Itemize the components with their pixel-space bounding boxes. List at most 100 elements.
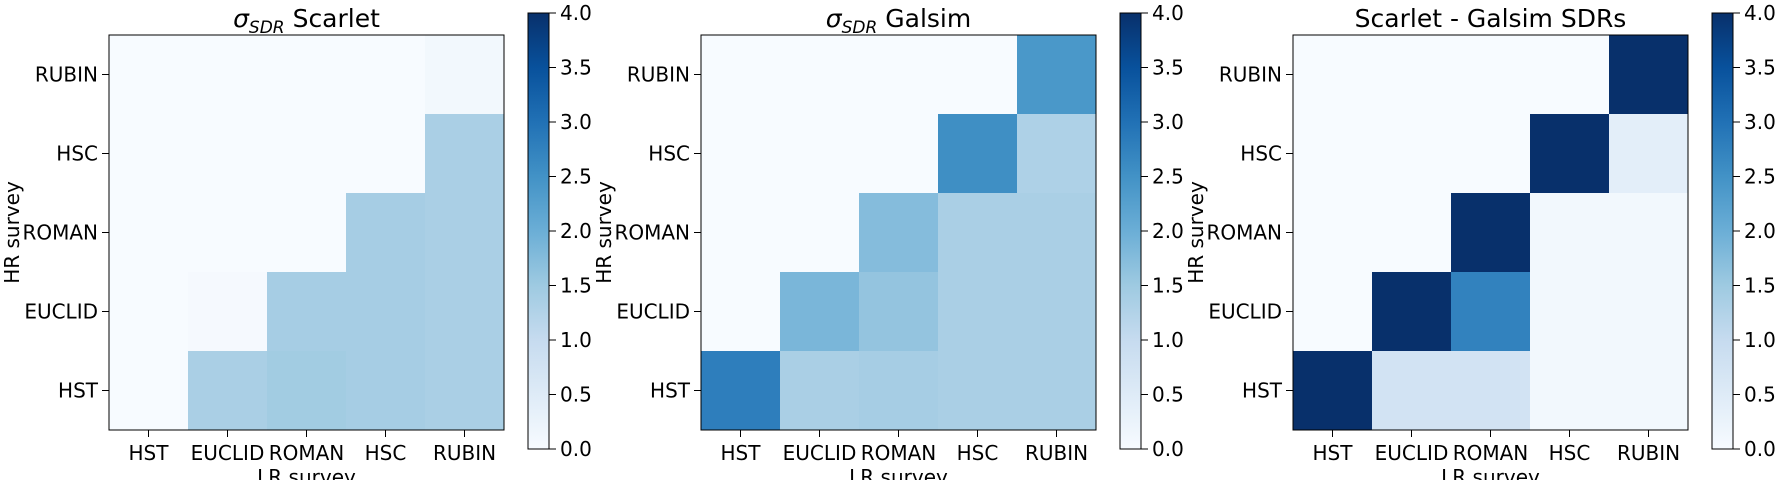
heatmap-cell bbox=[701, 35, 781, 115]
heatmap-cell bbox=[1451, 272, 1531, 352]
colorbar-tick-label: 3.5 bbox=[1152, 56, 1184, 80]
heatmap-cell bbox=[1293, 272, 1373, 352]
x-tick-label: ROMAN bbox=[269, 441, 345, 465]
colorbar-tick-label: 1.5 bbox=[560, 274, 592, 298]
colorbar bbox=[1711, 12, 1734, 450]
heatmap-cell bbox=[425, 272, 505, 352]
heatmap-cell bbox=[425, 35, 505, 115]
colorbar-tick-label: 1.5 bbox=[1744, 274, 1776, 298]
title-rest: Scarlet bbox=[285, 4, 380, 33]
x-axis-label: LR survey bbox=[849, 465, 948, 480]
heatmap-cell bbox=[1372, 35, 1452, 115]
x-tick-label: EUCLID bbox=[783, 441, 857, 465]
heatmap-cell bbox=[1609, 35, 1689, 115]
heatmap-cell bbox=[267, 272, 347, 352]
colorbar-tick-label: 2.0 bbox=[560, 219, 592, 243]
heatmap-cell bbox=[780, 272, 860, 352]
heatmap-cell bbox=[938, 351, 1018, 431]
colorbar-tick-label: 1.5 bbox=[1152, 274, 1184, 298]
heatmap-cell bbox=[109, 114, 189, 194]
colorbar-tick-label: 2.0 bbox=[1744, 219, 1776, 243]
heatmap-cell bbox=[1017, 114, 1097, 194]
heatmap-cell bbox=[701, 351, 781, 431]
colorbar-tick-label: 3.0 bbox=[1152, 110, 1184, 134]
x-tick-label: ROMAN bbox=[1453, 441, 1529, 465]
heatmap-chart-galsim: HST EUCLID ROMAN HSC RUBINRUBINHSCROMANEUCLI… bbox=[592, 1, 1184, 480]
colorbar-tick-label: 0.0 bbox=[1152, 437, 1184, 461]
colorbar-tick-label: 2.5 bbox=[1744, 165, 1776, 189]
x-tick-label: HSC bbox=[957, 441, 999, 465]
heatmap-cell bbox=[188, 272, 268, 352]
heatmap-panel-galsim: HST EUCLID ROMAN HSC RUBIN RUBIN HSC ROMAN EUCLI… bbox=[592, 0, 1184, 480]
title-rest: Galsim bbox=[877, 4, 971, 33]
y-tick-label: RUBIN bbox=[35, 63, 98, 87]
x-tick-label: ROMAN bbox=[861, 441, 937, 465]
heatmap-cell bbox=[859, 193, 939, 273]
x-tick-label: RUBIN bbox=[1025, 441, 1088, 465]
y-tick-label: HST bbox=[1242, 379, 1283, 403]
y-tick-label: RUBIN bbox=[1219, 63, 1282, 87]
heatmap-cell bbox=[346, 272, 426, 352]
heatmap-cell bbox=[109, 193, 189, 273]
heatmap-cell bbox=[780, 35, 860, 115]
colorbar-tick-label: 3.5 bbox=[560, 56, 592, 80]
heatmap-cell bbox=[1530, 272, 1610, 352]
heatmap-cell bbox=[1451, 35, 1531, 115]
heatmap-cell bbox=[1293, 35, 1373, 115]
x-tick-label: HSC bbox=[1549, 441, 1591, 465]
heatmap-cell bbox=[1530, 114, 1610, 194]
x-tick-label: HST bbox=[1313, 441, 1354, 465]
heatmap-cell bbox=[1372, 351, 1452, 431]
colorbar-tick-label: 1.0 bbox=[560, 328, 592, 352]
heatmap-cell bbox=[1372, 193, 1452, 273]
y-tick-label: EUCLID bbox=[24, 300, 98, 324]
heatmap-cell bbox=[1451, 114, 1531, 194]
heatmap-cell bbox=[1017, 193, 1097, 273]
heatmap-cell bbox=[188, 351, 268, 431]
heatmap-cell bbox=[346, 35, 426, 115]
heatmap-chart-scarlet: HST EUCLID ROMAN HSC RUBINRUBINHSCROMANEUCLI… bbox=[0, 1, 592, 480]
heatmap-cell bbox=[109, 272, 189, 352]
heatmap-panel-scarlet: HST EUCLID ROMAN HSC RUBIN RUBIN HSC ROMAN EUCLI… bbox=[0, 0, 592, 480]
colorbar-tick-label: 0.5 bbox=[560, 383, 592, 407]
heatmap-cell bbox=[1451, 351, 1531, 431]
heatmap-cell bbox=[859, 114, 939, 194]
heatmap-cell bbox=[938, 272, 1018, 352]
heatmap-cell bbox=[425, 193, 505, 273]
heatmap-cell bbox=[780, 351, 860, 431]
colorbar-tick-label: 1.0 bbox=[1152, 328, 1184, 352]
heatmap-cell bbox=[1017, 351, 1097, 431]
heatmap-cell bbox=[1017, 272, 1097, 352]
heatmap-cell bbox=[1451, 193, 1531, 273]
colorbar-tick-label: 2.5 bbox=[1152, 165, 1184, 189]
y-tick-label: RUBIN bbox=[627, 63, 690, 87]
x-axis-label: LR survey bbox=[257, 465, 356, 480]
x-tick-label: EUCLID bbox=[191, 441, 265, 465]
x-tick-label: RUBIN bbox=[1617, 441, 1680, 465]
colorbar-tick-label: 3.5 bbox=[1744, 56, 1776, 80]
y-tick-label: HSC bbox=[1240, 142, 1282, 166]
heatmap-cell bbox=[1609, 351, 1689, 431]
heatmap-cell bbox=[780, 114, 860, 194]
heatmap-cell bbox=[859, 272, 939, 352]
y-axis-label: HR survey bbox=[592, 181, 616, 284]
heatmap-cell bbox=[267, 114, 347, 194]
heatmap-cell bbox=[1609, 193, 1689, 273]
heatmap-cell bbox=[109, 351, 189, 431]
title-subscript: SDR bbox=[842, 18, 878, 38]
heatmap-cell bbox=[701, 193, 781, 273]
title-sigma: σ bbox=[826, 4, 843, 33]
y-tick-label: ROMAN bbox=[614, 221, 690, 245]
colorbar-tick-label: 3.0 bbox=[560, 110, 592, 134]
x-tick-label: HST bbox=[721, 441, 762, 465]
heatmap-cell bbox=[1293, 193, 1373, 273]
colorbar-tick-label: 1.0 bbox=[1744, 328, 1776, 352]
heatmap-cell bbox=[188, 193, 268, 273]
title-sigma: σ bbox=[233, 4, 250, 33]
heatmap-cell bbox=[1609, 272, 1689, 352]
heatmap-panel-difference: HST EUCLID ROMAN HSC RUBIN RUBIN HSC ROMAN EUCLI… bbox=[1184, 0, 1776, 480]
colorbar-tick-label: 0.5 bbox=[1744, 383, 1776, 407]
colorbar-tick-label: 2.5 bbox=[560, 165, 592, 189]
x-tick-label: HSC bbox=[365, 441, 407, 465]
heatmap-cell bbox=[1530, 35, 1610, 115]
